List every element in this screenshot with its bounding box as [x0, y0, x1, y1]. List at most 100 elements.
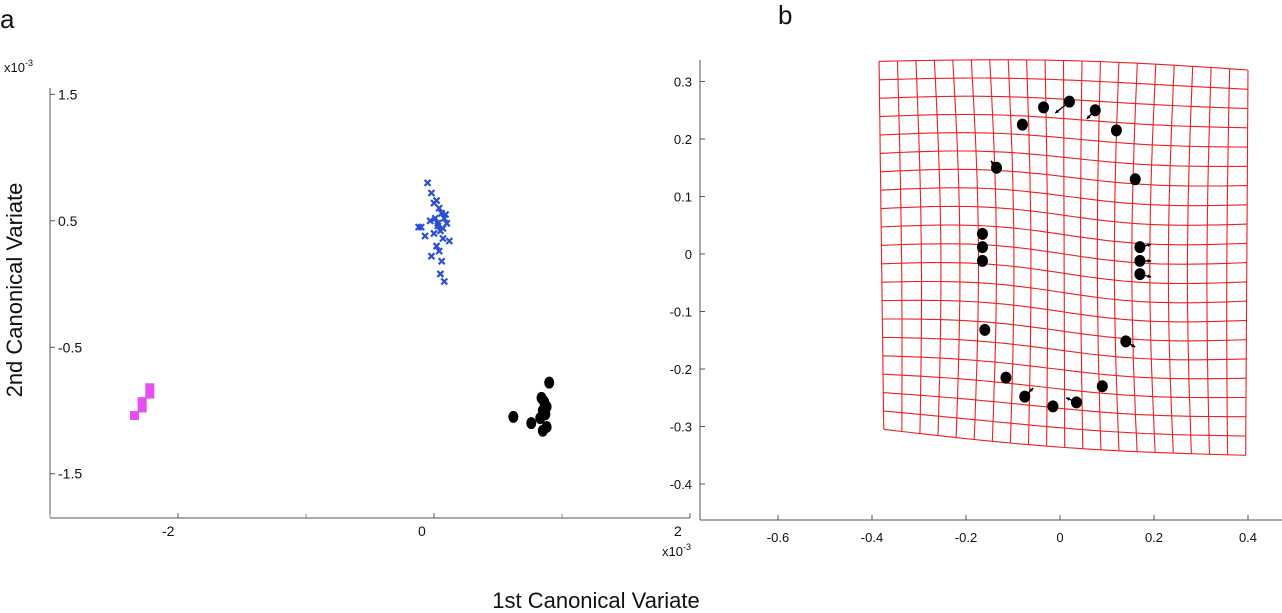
panel-a-x-multiplier: x10-3	[662, 542, 691, 559]
a-point-cross	[421, 232, 429, 240]
landmark-dot	[1038, 101, 1050, 114]
panel-a-x-ticks: -2 0 2	[49, 513, 691, 539]
landmark	[1038, 101, 1050, 114]
panel-b-y-ticks: 0.3 0.2 0.1 0 -0.1 -0.2 -0.3 -0.4	[670, 75, 705, 492]
b-y-tick-label: -0.3	[670, 420, 692, 435]
landmark	[1019, 387, 1034, 403]
grid-col-line	[952, 60, 961, 438]
landmark-dot	[1047, 400, 1059, 413]
a-point-cross	[436, 270, 445, 278]
landmark-arrowhead	[1147, 243, 1152, 247]
panel-b: b 0.30.20.10-0.1-0.2-0.3-0.4 -0.6 -0.4 -0.…	[670, 0, 1282, 545]
b-y-tick-label: -0.4	[670, 477, 692, 492]
a-point-cross	[430, 229, 438, 238]
a-point-cross	[431, 214, 440, 223]
landmark	[1096, 380, 1108, 393]
panel-a-label: a	[0, 4, 15, 34]
grid-col-line	[1026, 59, 1032, 445]
landmark-dot	[1096, 380, 1108, 393]
panel-a-y-axis-title: 2nd Canonical Variate	[2, 183, 27, 398]
a-point-cross	[423, 179, 432, 187]
a-point-cross	[441, 210, 450, 219]
landmark-arrowhead	[990, 160, 995, 165]
landmark	[1016, 118, 1028, 131]
panel-b-deformation-grid	[878, 59, 1249, 456]
a-x-tick-label: 0	[418, 523, 426, 539]
a-x-tick-label: 2	[674, 523, 682, 539]
a-point-cross	[414, 223, 423, 231]
b-y-tick-label: -0.2	[670, 362, 692, 377]
grid-col-line	[915, 60, 923, 434]
grid-col-line	[1007, 59, 1015, 444]
landmark-dot	[1016, 118, 1028, 131]
a-point-circle	[508, 410, 519, 423]
landmark	[979, 323, 991, 336]
grid-col-line	[933, 60, 942, 436]
landmark	[1134, 241, 1152, 254]
grid-col-line	[1113, 62, 1120, 451]
landmark-arrowhead	[1029, 387, 1034, 392]
a-point-circle	[526, 417, 537, 430]
landmark	[976, 254, 988, 267]
grid-col-line	[1206, 67, 1212, 455]
a-point-cross	[439, 234, 447, 243]
b-x-tick-label: -0.6	[767, 530, 789, 545]
panel-a-x-axis-title: 1st Canonical Variate	[492, 588, 700, 613]
a-point-cross	[437, 257, 446, 266]
a-point-square	[137, 397, 147, 407]
a-point-square	[137, 403, 147, 413]
landmark-dot	[1070, 396, 1082, 409]
panel-b-landmarks	[976, 95, 1152, 413]
a-point-cross	[432, 196, 441, 205]
landmark	[990, 160, 1003, 174]
a-point-cross	[426, 217, 434, 225]
landmark-arrowhead	[1131, 343, 1136, 348]
b-x-tick-label: 0.4	[1239, 530, 1257, 545]
landmark	[1000, 371, 1012, 384]
landmark-arrowhead	[1055, 109, 1060, 114]
landmark-dot	[976, 241, 988, 254]
a-point-cross	[435, 204, 443, 212]
landmark	[976, 227, 988, 240]
b-y-tick-label: 0.1	[674, 190, 692, 205]
landmark-dot	[976, 227, 988, 240]
b-x-tick-label: -0.4	[861, 530, 883, 545]
landmark-dot	[1089, 104, 1101, 117]
a-point-cross	[440, 277, 449, 286]
panel-b-x-ticks: -0.6 -0.4 -0.2 0 0.2 0.4	[767, 515, 1257, 545]
b-y-tick-label: -0.1	[670, 305, 692, 320]
landmark	[1047, 400, 1059, 413]
a-point-cross	[435, 247, 443, 255]
landmark	[1054, 95, 1075, 114]
b-y-tick-label: 0	[685, 247, 692, 262]
grid-col-line	[1044, 60, 1049, 447]
a-y-tick-label: -1.5	[58, 466, 82, 482]
landmark	[1110, 124, 1122, 137]
grid-col-line	[970, 59, 980, 440]
a-y-tick-label: 0.5	[58, 213, 78, 229]
a-point-circle	[544, 376, 555, 389]
a-point-square	[145, 389, 155, 399]
a-point-circle	[537, 424, 548, 437]
a-point-cross	[439, 224, 447, 233]
grid-col-line	[1149, 64, 1157, 453]
a-point-square	[129, 411, 139, 421]
panel-b-label: b	[778, 0, 792, 30]
a-point-cross	[445, 237, 454, 245]
landmark-dot	[1129, 173, 1141, 186]
panel-a-y-multiplier: x10-3	[4, 58, 33, 75]
landmark-arrowhead	[1066, 397, 1071, 401]
landmark	[1120, 335, 1136, 348]
grid-col-line	[1186, 66, 1194, 454]
a-x-tick-label: -2	[162, 523, 175, 539]
grid-col-line	[1131, 63, 1138, 452]
grid-col-line	[1167, 65, 1175, 454]
landmark-dot	[1019, 390, 1031, 403]
grid-col-line	[1226, 68, 1231, 455]
landmark-dot	[1000, 371, 1012, 384]
landmark-dot	[1120, 335, 1132, 348]
a-point-circle	[535, 412, 546, 425]
landmark-arrowhead	[1147, 274, 1152, 278]
b-y-tick-label: 0.2	[674, 132, 692, 147]
